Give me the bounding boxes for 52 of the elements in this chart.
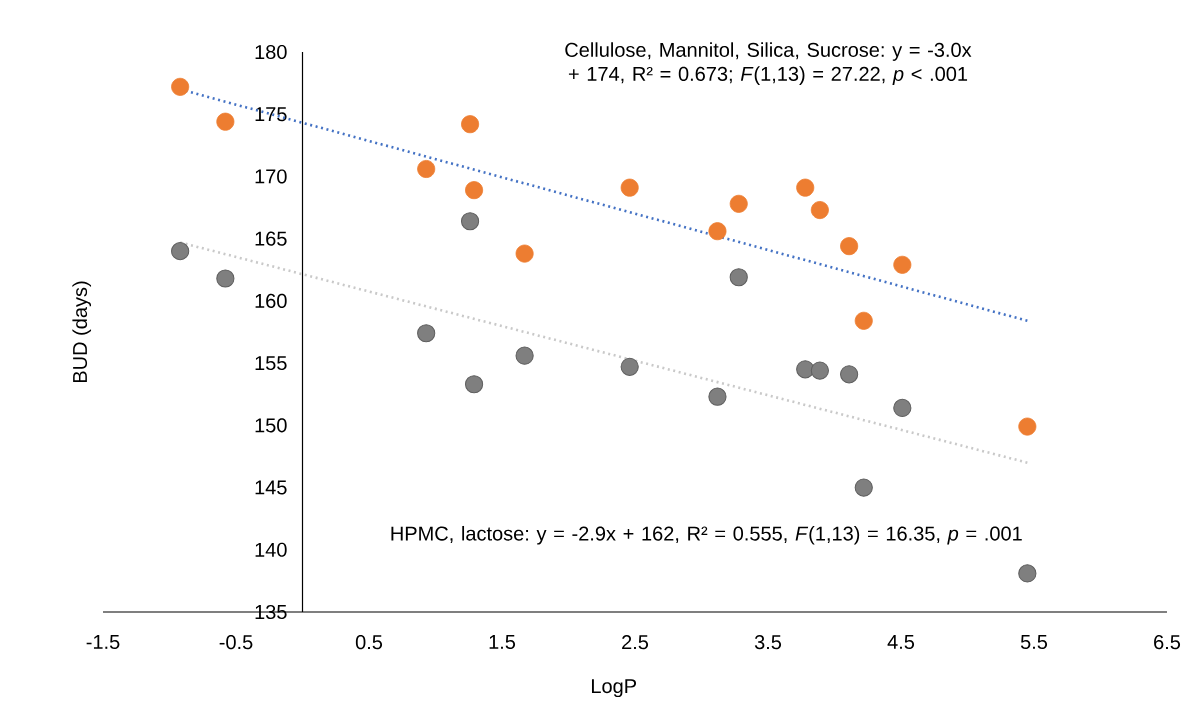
point xyxy=(1018,417,1037,436)
y-tick-label: 165 xyxy=(255,231,287,246)
x-tick-label: 3.5 xyxy=(754,635,782,650)
point xyxy=(461,115,480,134)
point xyxy=(620,357,639,376)
point xyxy=(840,237,859,256)
point xyxy=(465,181,484,200)
x-tick-label: 4.5 xyxy=(887,635,915,650)
point xyxy=(171,242,190,261)
point xyxy=(893,255,912,274)
point xyxy=(729,268,748,287)
point xyxy=(515,244,534,263)
y-tick-label: 140 xyxy=(255,542,287,557)
point xyxy=(810,361,829,380)
point xyxy=(464,375,484,394)
point xyxy=(1018,564,1037,583)
y-axis-title: BUD (days) xyxy=(72,281,92,383)
x-tick-label: 6.5 xyxy=(1154,635,1181,650)
point xyxy=(216,269,235,288)
point xyxy=(796,360,815,379)
point xyxy=(893,398,912,418)
y-tick-label: 135 xyxy=(255,604,287,620)
x-tick-label: 2.5 xyxy=(622,635,649,650)
annotation: Cellulose, Mannitol, Silica, Sucrose: y = -3.0x + 174, R² = 0.673; F(1,13) = 27.22, p < .001 xyxy=(565,42,972,85)
point xyxy=(708,222,727,241)
y-tick-label: 160 xyxy=(255,293,287,308)
point xyxy=(216,112,235,131)
point xyxy=(460,212,480,231)
point xyxy=(854,311,873,330)
y-tick-label: 180 xyxy=(255,44,287,60)
y-tick-label: 145 xyxy=(255,480,287,495)
annotation: HPMC, lactose: y = -2.9x + 162, R² = 0.555, F(1,13) = 16.35, p = .001 xyxy=(391,525,1022,545)
y-tick-label: 155 xyxy=(255,356,287,371)
point xyxy=(417,159,436,178)
point xyxy=(171,77,190,96)
y-tick-label: 170 xyxy=(255,169,287,184)
point xyxy=(810,201,829,220)
point xyxy=(417,324,436,343)
x-tick-label: -1.5 xyxy=(86,635,120,650)
point xyxy=(840,365,859,384)
point xyxy=(796,178,815,197)
point xyxy=(515,346,534,365)
x-tick-label: -0.5 xyxy=(219,635,253,650)
y-tick-label: 150 xyxy=(255,418,287,433)
x-tick-label: 5.5 xyxy=(1020,635,1048,650)
x-tick-label: 0.5 xyxy=(355,635,383,650)
point xyxy=(729,194,748,213)
point xyxy=(854,478,873,497)
x-tick-label: 1.5 xyxy=(489,635,516,650)
point xyxy=(620,178,639,197)
point xyxy=(708,387,727,406)
x-axis-title: LogP xyxy=(591,679,637,698)
